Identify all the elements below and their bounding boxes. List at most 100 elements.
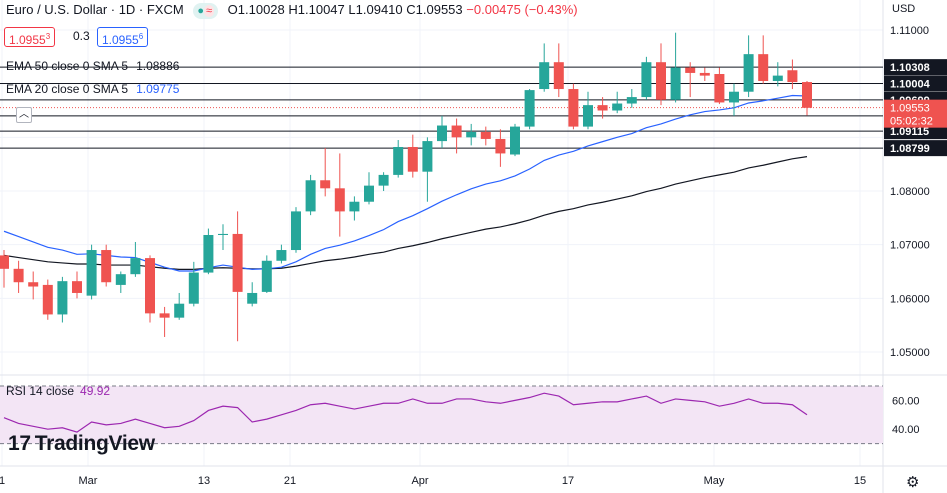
candle-body bbox=[115, 274, 126, 285]
candle-body bbox=[422, 141, 433, 172]
level-price-tag bbox=[884, 59, 947, 76]
candle-body bbox=[466, 131, 477, 138]
ema50-value: 1.08886 bbox=[136, 59, 180, 73]
price-tick-label: 1.11000 bbox=[890, 25, 929, 37]
tv-logo-icon: 17 bbox=[8, 432, 31, 455]
ema50-legend[interactable]: EMA 50 close 0 SMA 5 1.08886 bbox=[6, 59, 179, 73]
price-tick-label: 1.05000 bbox=[890, 347, 930, 359]
candle-body bbox=[787, 70, 798, 83]
price-tick-label: 1.06000 bbox=[890, 293, 930, 305]
level-price-tag bbox=[884, 140, 947, 157]
ema20-value: 1.09775 bbox=[136, 82, 180, 96]
candle-body bbox=[305, 180, 316, 212]
time-tick-label: May bbox=[704, 475, 725, 487]
countdown-label: 05:02:32 bbox=[890, 116, 933, 128]
last-price-label: 1.09553 bbox=[890, 103, 930, 115]
last-price-tag bbox=[884, 99, 947, 128]
candle-body bbox=[57, 281, 68, 315]
candle-body bbox=[349, 201, 360, 212]
collapse-legend-icon[interactable]: ︿ bbox=[16, 107, 32, 123]
spread-value: 0.3 bbox=[73, 29, 90, 43]
candle-body bbox=[407, 146, 418, 172]
candle-body bbox=[276, 250, 287, 261]
candle-body bbox=[203, 235, 214, 273]
candle-body bbox=[320, 180, 331, 189]
candle-body bbox=[641, 62, 652, 98]
candle-body bbox=[218, 233, 228, 236]
candle-body bbox=[291, 211, 301, 251]
level-price-label: 1.10308 bbox=[890, 62, 930, 74]
candle-body bbox=[524, 90, 535, 127]
candle-body bbox=[495, 138, 506, 154]
candle-body bbox=[364, 185, 374, 202]
candle-body bbox=[159, 313, 170, 318]
tradingview-logo: 17 TradingView bbox=[8, 432, 155, 455]
candle-body bbox=[232, 233, 243, 292]
candle-body bbox=[188, 272, 199, 304]
candle-body bbox=[626, 97, 637, 104]
market-status-pill[interactable]: ● ≈ bbox=[193, 2, 219, 19]
rsi-line bbox=[3, 392, 808, 433]
candle-body bbox=[802, 82, 812, 108]
ema20-label: EMA 20 close 0 SMA 5 bbox=[6, 82, 129, 96]
candle-body bbox=[670, 67, 681, 100]
candle-body bbox=[261, 260, 272, 292]
time-tick-label: 21 bbox=[284, 475, 296, 487]
candle-body bbox=[393, 146, 404, 175]
candle-body bbox=[101, 250, 112, 283]
gear-icon[interactable]: ⚙ bbox=[906, 474, 920, 491]
candle-body bbox=[174, 303, 185, 318]
candle-body bbox=[612, 103, 623, 111]
candle-body bbox=[772, 75, 783, 81]
time-tick-label: 13 bbox=[198, 475, 210, 487]
price-tick-label: 1.07000 bbox=[890, 240, 930, 252]
rsi-tick-label: 40.00 bbox=[892, 424, 920, 436]
level-price-label: 1.09115 bbox=[890, 126, 929, 138]
price-tick-label: 1.08000 bbox=[890, 186, 930, 198]
candle-body bbox=[42, 284, 53, 315]
rsi-value: 49.92 bbox=[80, 384, 111, 398]
time-tick-label: 15 bbox=[854, 475, 866, 487]
candle-body bbox=[597, 105, 608, 111]
candle-body bbox=[656, 62, 666, 100]
candle-body bbox=[0, 255, 9, 269]
candle-body bbox=[714, 74, 725, 103]
candle-body bbox=[729, 91, 739, 103]
rsi-legend[interactable]: RSI 14 close 49.92 bbox=[6, 384, 110, 398]
level-price-label: 1.10004 bbox=[890, 78, 931, 90]
ohlc-low: L1.09410 bbox=[348, 2, 403, 17]
candle-body bbox=[539, 62, 550, 90]
candle-body bbox=[743, 54, 754, 92]
candle-body bbox=[145, 258, 155, 314]
dot-icon: ● bbox=[197, 4, 204, 17]
time-tick-label: Apr bbox=[411, 475, 428, 487]
candle-body bbox=[378, 174, 389, 186]
candle-body bbox=[28, 282, 39, 287]
wave-icon: ≈ bbox=[203, 4, 215, 17]
time-tick-label: 1 bbox=[0, 475, 5, 487]
candle-body bbox=[553, 62, 564, 90]
candle-body bbox=[568, 89, 579, 127]
rsi-band bbox=[0, 386, 883, 444]
candle-body bbox=[583, 105, 593, 127]
candle-body bbox=[758, 54, 769, 81]
rsi-label: RSI 14 close bbox=[6, 384, 75, 398]
symbol-title[interactable]: Euro / U.S. Dollar · 1D · FXCM bbox=[6, 2, 184, 17]
ema20-legend[interactable]: EMA 20 close 0 SMA 5 1.09775 bbox=[6, 82, 179, 96]
ohlc-open: O1.10028 bbox=[227, 2, 285, 17]
candle-body bbox=[510, 126, 520, 155]
candle-body bbox=[130, 258, 141, 275]
ema50-label: EMA 50 close 0 SMA 5 bbox=[6, 59, 129, 73]
level-price-label: 1.08799 bbox=[890, 143, 930, 155]
buy-button[interactable]: 1.09556 bbox=[97, 27, 149, 47]
time-tick-label: Mar bbox=[79, 475, 98, 487]
candle-body bbox=[72, 281, 82, 293]
candle-body bbox=[699, 72, 710, 76]
ohlc-change: −0.00475 (−0.43%) bbox=[466, 2, 578, 17]
ohlc-high: H1.10047 bbox=[288, 2, 345, 17]
time-tick-label: 17 bbox=[562, 475, 574, 487]
ema50-line bbox=[3, 156, 808, 270]
sell-button[interactable]: 1.09553 bbox=[4, 27, 56, 47]
currency-label: USD bbox=[892, 3, 915, 15]
